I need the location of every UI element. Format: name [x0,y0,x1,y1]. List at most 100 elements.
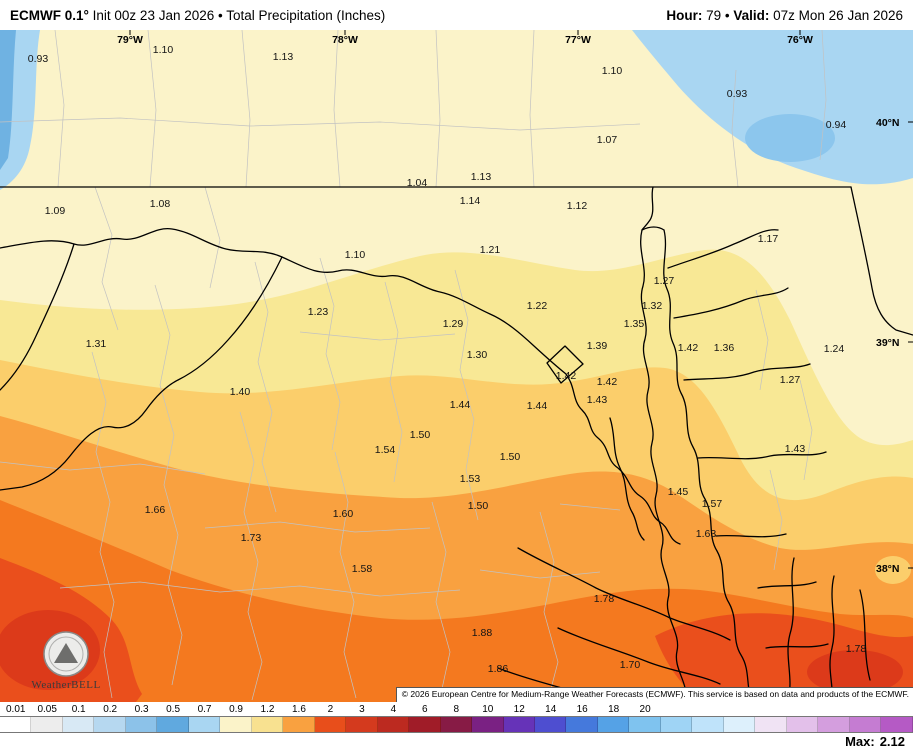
max-value: 2.12 [879,734,905,749]
scale-tick-label: 4 [390,703,397,715]
longitude-label: 77°W [565,34,591,46]
contour-value-label: 1.10 [345,249,366,261]
lower-bay-line [859,589,871,681]
scale-color-cell [31,717,63,732]
contour-value-label: 1.17 [758,233,779,245]
contour-value-label: 1.78 [594,593,615,605]
scale-color-cell [472,717,504,732]
contour-value-label: 1.09 [45,205,66,217]
scale-tick-label: 10 [482,703,494,715]
contour-value-label: 1.04 [407,177,428,189]
rappahannock-river [517,547,731,641]
contour-value-label: 1.50 [468,500,489,512]
contour-value-label: 1.42 [556,370,577,382]
scale-color-cell [251,717,284,732]
scale-color-cell [314,717,347,732]
title-rest: Init 00z 23 Jan 2026 • Total Precipitati… [88,7,386,23]
contour-value-label: 1.73 [241,532,262,544]
max-value-row: Max: 2.12 [0,733,913,750]
contour-value-label: 1.42 [678,342,699,354]
west-virginia-wedge-border [0,243,75,391]
scale-color-cell [283,717,315,732]
precipitation-map: 79°W 78°W 77°W 76°W 40°N 39°N 38°N 0.93 1.10 1.… [0,30,913,702]
scale-color-cell [409,717,441,732]
scale-tick-label: 0.5 [166,703,181,715]
contour-value-label: 1.36 [714,342,735,354]
virginia-westvirginia-border [0,256,283,491]
contour-value-label: 1.44 [450,399,471,411]
scale-tick-label: 0.01 [6,703,26,715]
scale-color-cell [723,717,756,732]
max-label: Max: [845,734,875,749]
chesapeake-bay-west-shore [640,229,687,702]
contour-value-label: 1.43 [785,443,806,455]
hour-value: 79 • [702,7,734,23]
contour-value-label: 1.39 [587,340,608,352]
header-bar: ECMWF 0.1° Init 00z 23 Jan 2026 • Total … [0,0,913,30]
scale-tick-label: 0.1 [71,703,86,715]
logo-mountain-icon [54,643,78,663]
contour-value-label: 0.93 [28,53,49,65]
valid-value: 07z Mon 26 Jan 2026 [769,7,903,23]
valid-label: Valid: [733,7,770,23]
scale-tick-label: 0.9 [229,703,243,715]
scale-color-cell [534,717,567,732]
county-borders [0,30,827,701]
scale-color-cell [503,717,535,732]
contour-value-label: 1.31 [86,338,107,350]
scale-color-cell [94,717,126,732]
longitude-labels: 79°W 78°W 77°W 76°W [117,34,813,46]
valid-time: Hour: 79 • Valid: 07z Mon 26 Jan 2026 [666,8,903,23]
scale-color-cell [188,717,221,732]
contour-value-label: 1.54 [375,444,396,456]
latitude-label: 39°N [876,337,899,349]
contour-value-label: 1.13 [471,171,492,183]
contour-value-label: 1.14 [460,195,481,207]
contour-value-label: 1.43 [587,394,608,406]
logo-inner-ring [48,636,84,672]
eastern-shore-river-2 [673,287,789,319]
logo-wordmark: WeatherBELL [31,679,100,691]
hour-label: Hour: [666,7,703,23]
scale-tick-label: 1.6 [292,703,306,715]
contour-value-label: 1.86 [488,663,509,675]
scale-color-cell [881,717,913,732]
contour-value-label: 1.24 [824,343,845,355]
scale-tick-label: 12 [513,703,525,715]
longitude-label: 79°W [117,34,143,46]
contour-value-label: 1.32 [642,300,663,312]
scale-color-cell [377,717,410,732]
scale-color-strip [0,716,913,733]
contour-value-label: 1.10 [153,44,174,56]
map-title: ECMWF 0.1° Init 00z 23 Jan 2026 • Total … [10,8,385,23]
contour-value-label: 1.78 [846,643,867,655]
scale-tick-label: 0.05 [37,703,57,715]
weatherbell-logo: WeatherBELL [31,631,100,691]
bay-head [641,226,665,231]
scale-color-cell [629,717,661,732]
contour-value-label: 1.88 [472,627,493,639]
contour-value-label: 1.13 [273,51,294,63]
precip-blue-deep-left-edge [0,30,16,170]
scale-tick-label: 0.2 [103,703,118,715]
longitude-label: 76°W [787,34,813,46]
contour-value-label: 1.45 [668,486,689,498]
contour-value-label: 1.35 [624,318,645,330]
color-scale: 0.01 0.05 0.1 0.2 0.3 0.5 0.7 0.9 1.2 1.6 2 3 4 6 8 10 1… [0,702,913,750]
contour-value-label: 1.70 [620,659,641,671]
contour-value-label: 1.58 [352,563,373,575]
model-name: ECMWF 0.1° [10,7,89,23]
susquehanna-river [641,186,654,231]
lower-shore-trib-2 [765,643,829,649]
latitude-labels: 40°N 39°N 38°N [876,117,899,575]
scale-tick-label: 18 [608,703,620,715]
contour-value-label: 1.57 [702,498,723,510]
scale-tick-labels: 0.01 0.05 0.1 0.2 0.3 0.5 0.7 0.9 1.2 1.6 2 3 4 6 8 10 1… [0,702,913,716]
scale-tick-label: 2 [327,703,334,715]
longitude-label: 78°W [332,34,358,46]
contour-value-label: 1.07 [597,134,618,146]
contour-value-label: 1.42 [597,376,618,388]
eastern-shore-va-line-1 [787,557,795,701]
scale-tick-label: 14 [545,703,557,715]
contour-value-label: 1.29 [443,318,464,330]
